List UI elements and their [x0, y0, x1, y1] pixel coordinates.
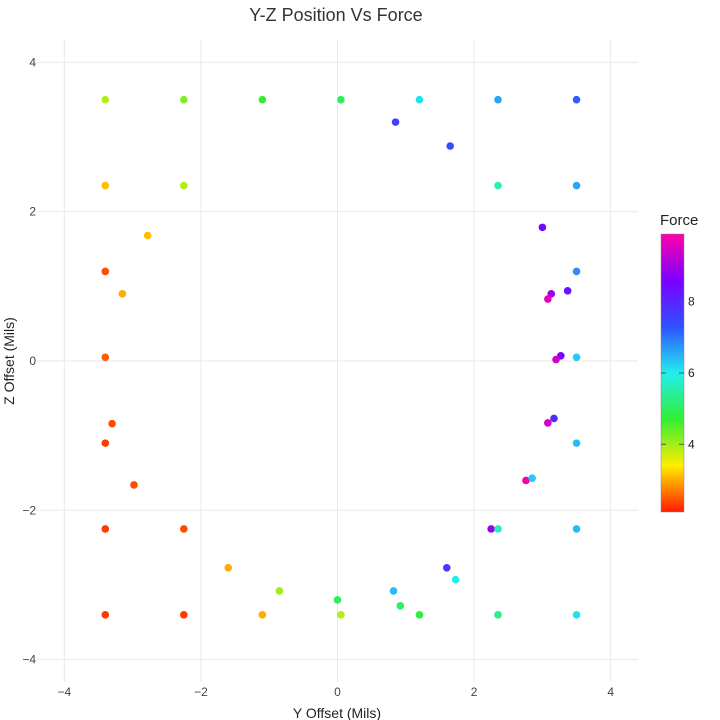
colorbar-tick-label: 6	[688, 366, 695, 380]
gridlines	[37, 40, 638, 682]
data-point	[572, 267, 581, 276]
data-point	[563, 287, 572, 295]
data-point	[180, 181, 188, 190]
data-point	[337, 611, 345, 619]
data-point	[487, 525, 495, 533]
x-tick-label: 4	[607, 685, 614, 699]
data-point	[572, 181, 581, 190]
x-tick-label: −2	[194, 685, 208, 699]
y-tick-label: −2	[22, 503, 36, 517]
colorbar-title: Force	[660, 212, 698, 229]
data-point	[180, 95, 188, 104]
data-point	[275, 587, 284, 595]
data-point	[391, 118, 400, 126]
data-point	[442, 563, 451, 572]
data-point	[258, 95, 267, 104]
data-point	[415, 611, 424, 619]
data-point	[494, 95, 502, 104]
data-point	[572, 525, 581, 533]
y-tick-label: 0	[29, 354, 36, 368]
data-point	[389, 587, 398, 595]
data-point	[101, 95, 110, 104]
data-point	[101, 525, 110, 533]
data-point	[550, 414, 558, 423]
data-point	[224, 563, 233, 572]
x-tick-label: 2	[471, 685, 478, 699]
y-tick-label: −4	[22, 653, 36, 667]
data-point	[494, 181, 502, 190]
data-point	[101, 267, 110, 276]
data-point	[572, 353, 581, 362]
data-point	[258, 611, 267, 619]
data-point	[180, 525, 188, 533]
data-point	[572, 95, 581, 104]
data-point	[108, 419, 116, 428]
y-tick-labels: −4 −2 0 2 4	[22, 55, 36, 666]
data-point	[544, 295, 552, 303]
data-point	[538, 223, 547, 232]
data-point	[494, 525, 502, 533]
data-point	[494, 611, 502, 619]
data-point	[101, 181, 110, 190]
x-tick-label: 0	[334, 685, 341, 699]
data-point	[396, 602, 405, 610]
data-point	[572, 611, 581, 619]
data-points	[101, 95, 581, 619]
data-point	[544, 419, 552, 427]
colorbar-tick-label: 8	[688, 295, 695, 309]
data-point	[118, 290, 127, 298]
x-tick-label: −4	[57, 685, 71, 699]
x-axis-label: Y Offset (Mils)	[293, 705, 381, 720]
data-point	[101, 439, 110, 447]
data-point	[572, 439, 581, 447]
data-point	[415, 95, 424, 104]
y-axis-label: Z Offset (Mils)	[1, 317, 17, 405]
y-tick-label: 2	[29, 205, 36, 219]
colorbar-ticks: 4 6 8	[661, 295, 695, 451]
data-point	[143, 231, 152, 240]
chart-title: Y-Z Position Vs Force	[249, 5, 422, 25]
data-point	[180, 611, 188, 619]
data-point	[451, 575, 460, 584]
data-point	[101, 611, 110, 619]
colorbar-legend: Force 4 6 8	[660, 212, 698, 513]
data-point	[333, 596, 342, 604]
data-point	[337, 95, 345, 104]
data-point	[446, 142, 454, 150]
y-tick-label: 4	[29, 55, 36, 69]
data-point	[552, 355, 560, 364]
colorbar-tick-label: 4	[688, 437, 695, 451]
data-point	[130, 481, 138, 489]
data-point	[101, 353, 110, 362]
data-point	[528, 474, 536, 483]
data-point	[522, 476, 530, 485]
x-tick-labels: −4 −2 0 2 4	[57, 685, 614, 699]
